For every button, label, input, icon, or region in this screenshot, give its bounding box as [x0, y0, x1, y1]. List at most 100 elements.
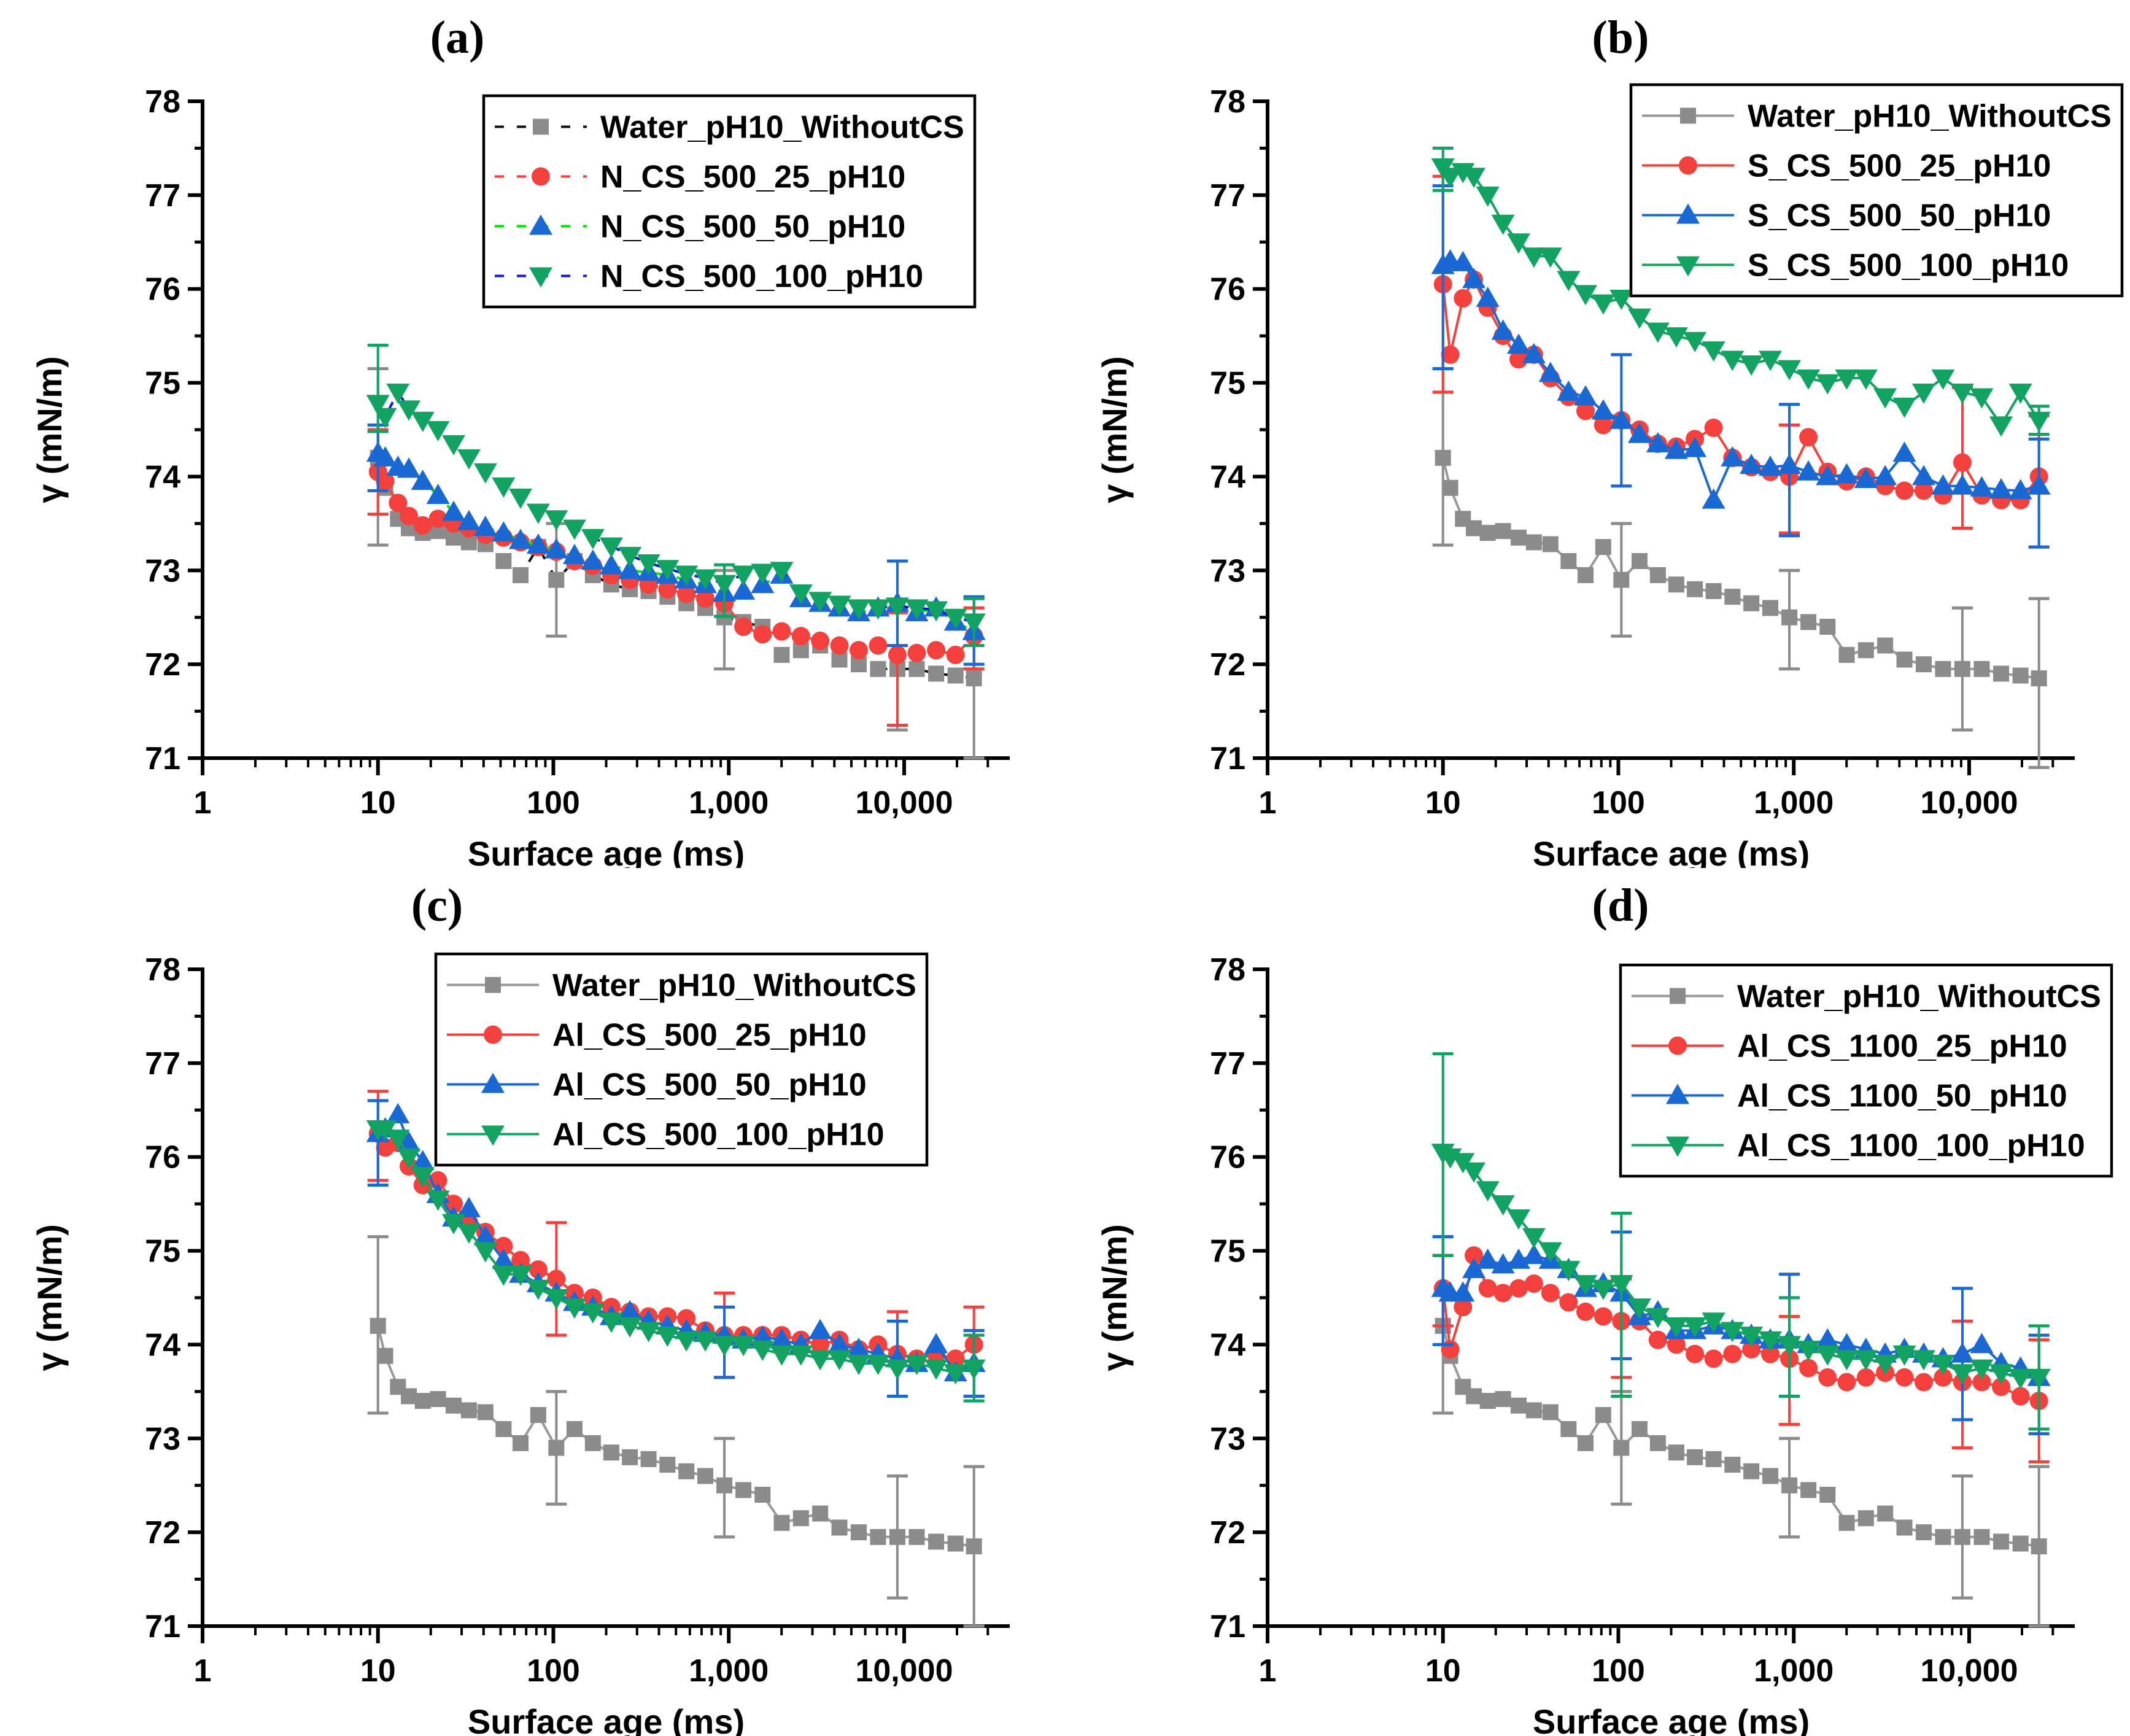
legend: Water_pH10_WithoutCS N_CS_500_25_pH10 N_CS…: [482, 94, 977, 309]
series-S_CS_500_100_pH10: [1431, 146, 2051, 437]
legend-label: Al_CS_500_100_pH10: [552, 1117, 885, 1153]
legend-label: Water_pH10_WithoutCS: [1737, 979, 2101, 1015]
legend-label: S_CS_500_50_pH10: [1748, 198, 2051, 234]
svg-text:10,000: 10,000: [1920, 785, 2018, 821]
series-Water_pH10_WithoutCS: [1432, 367, 2050, 769]
panel-a-title: (a): [430, 12, 485, 63]
legend-label: N_CS_500_25_pH10: [600, 160, 905, 195]
svg-text:10: 10: [360, 1653, 396, 1689]
svg-text:10,000: 10,000: [855, 1653, 953, 1689]
series-N_CS_500_25_pH10: [367, 428, 985, 727]
svg-text:78: 78: [145, 952, 180, 988]
svg-text:71: 71: [145, 1609, 180, 1645]
series-Water_pH10_WithoutCS: [1432, 1235, 2050, 1628]
svg-text:71: 71: [1210, 1609, 1245, 1645]
svg-text:76: 76: [145, 1140, 180, 1176]
x-axis: 1 10 100 1,000 10,000 Surface age (ms): [194, 1626, 989, 1736]
legend-label: Al_CS_500_25_pH10: [552, 1018, 867, 1053]
svg-text:76: 76: [145, 272, 180, 308]
svg-text:77: 77: [145, 1046, 180, 1082]
svg-text:1,000: 1,000: [1754, 785, 1834, 821]
y-axis: 71 72 73 74 75 76 77 78 γ (mN/m): [30, 952, 203, 1645]
series-Al_CS_500_100_pH10: [366, 1120, 986, 1403]
svg-text:10: 10: [1425, 1653, 1461, 1689]
panel-d: (d) 71 72 73 74 75 76 77 78 γ (mN/m) 1 10 100 1,000 1…: [1065, 868, 2130, 1736]
panel-b: (b) 71 72 73 74 75 76 77 78 γ (mN/m) 1 10 100 1,000 1…: [1065, 0, 2130, 868]
x-axis-label: Surface age (ms): [468, 834, 745, 868]
svg-text:73: 73: [145, 1421, 180, 1457]
svg-text:74: 74: [1210, 1327, 1245, 1363]
series-Water_pH10_WithoutCS: [367, 1235, 985, 1628]
svg-text:78: 78: [1210, 952, 1245, 988]
x-axis-label: Surface age (ms): [1533, 1702, 1810, 1736]
svg-text:1,000: 1,000: [1754, 1653, 1834, 1689]
legend-label: Al_CS_1100_50_pH10: [1737, 1079, 2067, 1114]
legend: Water_pH10_WithoutCS S_CS_500_25_pH10 S_CS…: [1629, 83, 2124, 298]
y-axis-label: γ (mN/m): [30, 1224, 69, 1371]
legend-label: Al_CS_500_50_pH10: [552, 1068, 867, 1103]
svg-text:1,000: 1,000: [689, 785, 769, 821]
svg-text:72: 72: [145, 1515, 180, 1551]
svg-text:78: 78: [1210, 84, 1245, 120]
svg-text:76: 76: [1210, 272, 1245, 308]
panel-b-title: (b): [1592, 12, 1649, 63]
series-N_CS_500_100_pH10: [366, 343, 986, 648]
y-axis: 71 72 73 74 75 76 77 78 γ (mN/m): [1095, 952, 1268, 1645]
series-Al_CS_1100_100_pH10: [1431, 1052, 2051, 1431]
panel-c-title: (c): [411, 880, 463, 931]
x-axis-label: Surface age (ms): [468, 1702, 745, 1736]
panel-a: (a) 71 72 73 74 75 76 77 78 γ (mN/m) 1 10 100 1,000 1…: [0, 0, 1065, 868]
svg-text:73: 73: [1210, 553, 1245, 589]
legend-label: Water_pH10_WithoutCS: [552, 968, 916, 1004]
svg-text:73: 73: [1210, 1421, 1245, 1457]
svg-text:71: 71: [145, 741, 180, 777]
svg-text:78: 78: [145, 84, 180, 120]
svg-text:72: 72: [1210, 1515, 1245, 1551]
svg-text:100: 100: [1592, 1653, 1645, 1689]
y-axis-label: γ (mN/m): [30, 356, 69, 503]
chart-canvas-c: 71 72 73 74 75 76 77 78 γ (mN/m) 1 10 100 1,000 10,00…: [30, 952, 1010, 1736]
svg-text:1: 1: [1259, 785, 1277, 821]
svg-text:100: 100: [527, 1653, 580, 1689]
legend-label: Al_CS_1100_25_pH10: [1737, 1029, 2067, 1064]
legend-label: Al_CS_1100_100_pH10: [1737, 1128, 2085, 1164]
chart-canvas-a: 71 72 73 74 75 76 77 78 γ (mN/m) 1 10 100 1,000 10,00…: [30, 84, 1010, 868]
x-axis-label: Surface age (ms): [1533, 834, 1810, 868]
svg-text:74: 74: [145, 459, 180, 495]
svg-text:10,000: 10,000: [855, 785, 953, 821]
y-axis: 71 72 73 74 75 76 77 78 γ (mN/m): [30, 84, 203, 777]
svg-text:1: 1: [194, 785, 212, 821]
panel-d-title: (d): [1592, 880, 1649, 931]
svg-text:75: 75: [145, 1234, 180, 1269]
svg-text:74: 74: [1210, 459, 1245, 495]
svg-text:75: 75: [1210, 366, 1245, 401]
legend-label: N_CS_500_50_pH10: [600, 209, 905, 245]
legend: Water_pH10_WithoutCS Al_CS_500_25_pH10 Al_…: [434, 952, 929, 1167]
svg-text:73: 73: [145, 553, 180, 589]
svg-text:76: 76: [1210, 1140, 1245, 1176]
svg-text:75: 75: [145, 366, 180, 401]
svg-text:74: 74: [145, 1327, 180, 1363]
svg-text:10: 10: [1425, 785, 1461, 821]
legend-label: S_CS_500_100_pH10: [1748, 248, 2069, 284]
svg-text:72: 72: [145, 647, 180, 683]
chart-canvas-b: 71 72 73 74 75 76 77 78 γ (mN/m) 1 10 100 1,000 10,00…: [1095, 83, 2124, 868]
series-S_CS_500_50_pH10: [1431, 184, 2051, 549]
svg-text:1: 1: [194, 1653, 212, 1689]
series-Water_pH10_WithoutCS: [367, 367, 985, 760]
y-axis-label: γ (mN/m): [1095, 1224, 1134, 1371]
svg-text:75: 75: [1210, 1234, 1245, 1269]
svg-text:77: 77: [145, 178, 180, 214]
svg-text:72: 72: [1210, 647, 1245, 683]
svg-text:100: 100: [527, 785, 580, 821]
svg-text:1: 1: [1259, 1653, 1277, 1689]
legend-label: Water_pH10_WithoutCS: [600, 110, 964, 145]
y-axis-label: γ (mN/m): [1095, 356, 1134, 503]
y-axis: 71 72 73 74 75 76 77 78 γ (mN/m): [1095, 84, 1268, 777]
svg-text:100: 100: [1592, 785, 1645, 821]
svg-text:10: 10: [360, 785, 396, 821]
svg-text:71: 71: [1210, 741, 1245, 777]
x-axis: 1 10 100 1,000 10,000 Surface age (ms): [1259, 758, 2054, 868]
x-axis: 1 10 100 1,000 10,000 Surface age (ms): [194, 758, 989, 868]
